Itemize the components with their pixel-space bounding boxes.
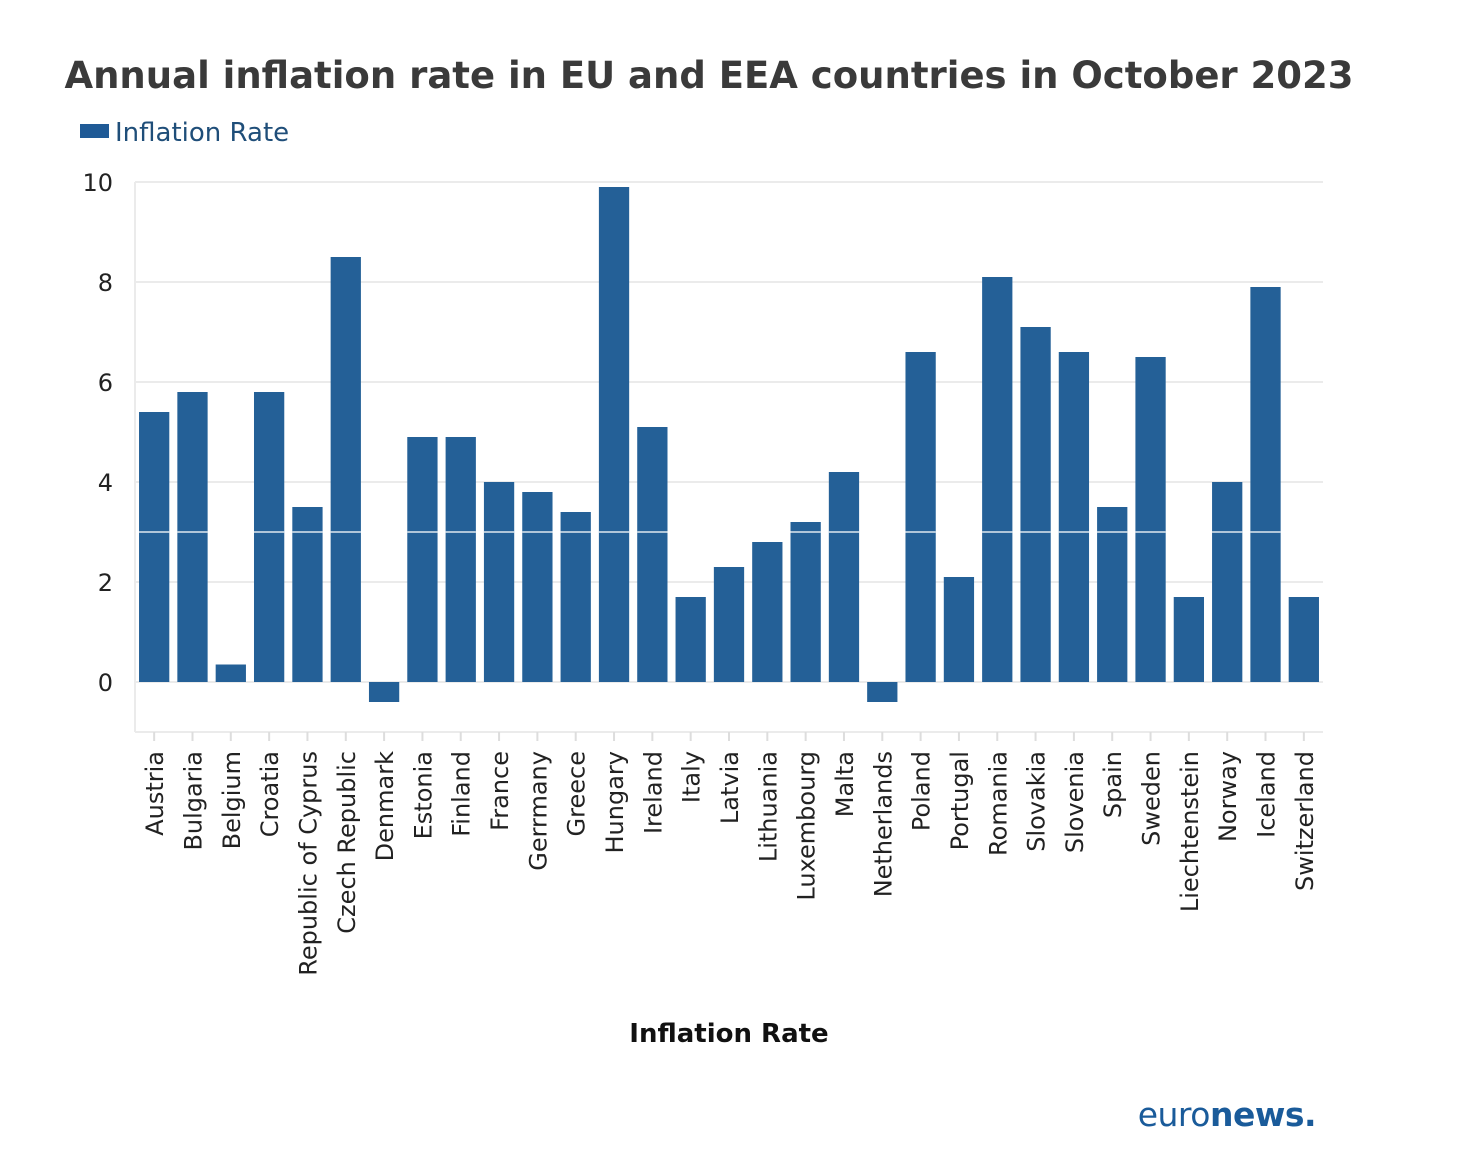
bar[interactable] [867, 682, 898, 702]
x-tick-label: Switzerland [1291, 751, 1319, 891]
x-tick-label: Estonia [409, 751, 437, 839]
bar[interactable] [522, 492, 553, 682]
x-tick-label: Austria [141, 751, 169, 836]
x-tick-label: Iceland [1253, 751, 1281, 838]
bar[interactable] [368, 682, 400, 702]
bar[interactable] [1212, 482, 1243, 682]
bar[interactable] [139, 412, 170, 682]
bar[interactable] [790, 522, 821, 682]
x-tick-label: Portugal [946, 751, 974, 850]
x-tick-label: Romania [984, 751, 1012, 856]
x-tick-label: Luxembourg [793, 751, 821, 901]
logo-suffix: news. [1209, 1095, 1317, 1134]
bar[interactable] [943, 577, 975, 682]
bar[interactable] [637, 427, 668, 682]
x-tick-label: Liechtenstein [1176, 751, 1204, 912]
x-tick-label: Bulgaria [179, 751, 207, 851]
x-tick-label: Spain [1099, 751, 1127, 818]
bar[interactable] [1288, 597, 1319, 682]
chart-title: Annual inflation rate in EU and EEA coun… [64, 54, 1353, 97]
bar[interactable] [982, 277, 1013, 682]
legend-label: Inflation Rate [115, 118, 289, 148]
x-axis-label: Inflation Rate [629, 1019, 828, 1049]
bar[interactable] [560, 512, 591, 682]
x-tick-label: Lithuania [754, 751, 782, 862]
x-tick-label: Malta [831, 751, 859, 817]
bar[interactable] [292, 507, 323, 682]
x-tick-label: Poland [908, 751, 936, 831]
bar[interactable] [598, 187, 630, 682]
bar[interactable] [713, 567, 745, 682]
x-tick-label: Finland [448, 751, 476, 837]
bar[interactable] [752, 542, 783, 682]
x-tick-label: Belgium [218, 751, 246, 849]
x-tick-label: Czech Republic [333, 751, 361, 934]
y-tick-label: 10 [82, 169, 113, 197]
x-tick-label: Sweden [1138, 751, 1166, 846]
y-tick-label: 4 [98, 469, 113, 497]
x-tick-label: Denmark [371, 751, 399, 861]
axes: 0 2 4 6 8 10 Austria Bulgaria Belgium Croatia Repu… [82, 169, 1323, 976]
bars [139, 187, 1319, 702]
bar[interactable] [1250, 287, 1281, 682]
x-tick-label: Gerrmany [524, 751, 552, 871]
x-tick-label: Slovenia [1061, 751, 1089, 853]
bar[interactable] [445, 437, 476, 682]
bar[interactable] [253, 392, 285, 682]
x-tick-label: Italy [678, 751, 706, 803]
y-tick-label: 2 [98, 569, 113, 597]
euronews-logo: euronews. [1137, 1095, 1317, 1134]
y-tick-label: 0 [98, 669, 113, 697]
x-tick-label: Norway [1214, 751, 1242, 842]
x-tick-label: Slovakia [1023, 751, 1051, 852]
bar[interactable] [407, 437, 438, 682]
bar[interactable] [1058, 352, 1090, 682]
bar[interactable] [483, 482, 515, 682]
x-tick-label: Republic of Cyprus [294, 751, 322, 976]
x-tick-label: Ireland [639, 751, 667, 834]
bar[interactable] [215, 664, 246, 683]
x-tick-label: Latvia [716, 751, 744, 824]
bar[interactable] [1173, 597, 1205, 682]
bar[interactable] [177, 392, 208, 682]
bar[interactable] [828, 472, 860, 682]
bar[interactable] [1020, 327, 1051, 682]
bar[interactable] [1135, 357, 1166, 682]
y-tick-label: 6 [98, 369, 113, 397]
x-tick-label: Greece [563, 751, 591, 836]
legend-swatch [80, 124, 109, 138]
bar[interactable] [330, 257, 361, 682]
y-tick-label: 8 [98, 269, 113, 297]
x-tick-label: Croatia [256, 751, 284, 837]
x-tick-label: Netherlands [869, 751, 897, 897]
x-tick-label: Hungary [601, 751, 629, 853]
bar[interactable] [1097, 507, 1128, 682]
bar[interactable] [905, 352, 936, 682]
logo-prefix: euro [1137, 1095, 1211, 1134]
bar[interactable] [675, 597, 706, 682]
x-tick-label: France [486, 751, 514, 831]
